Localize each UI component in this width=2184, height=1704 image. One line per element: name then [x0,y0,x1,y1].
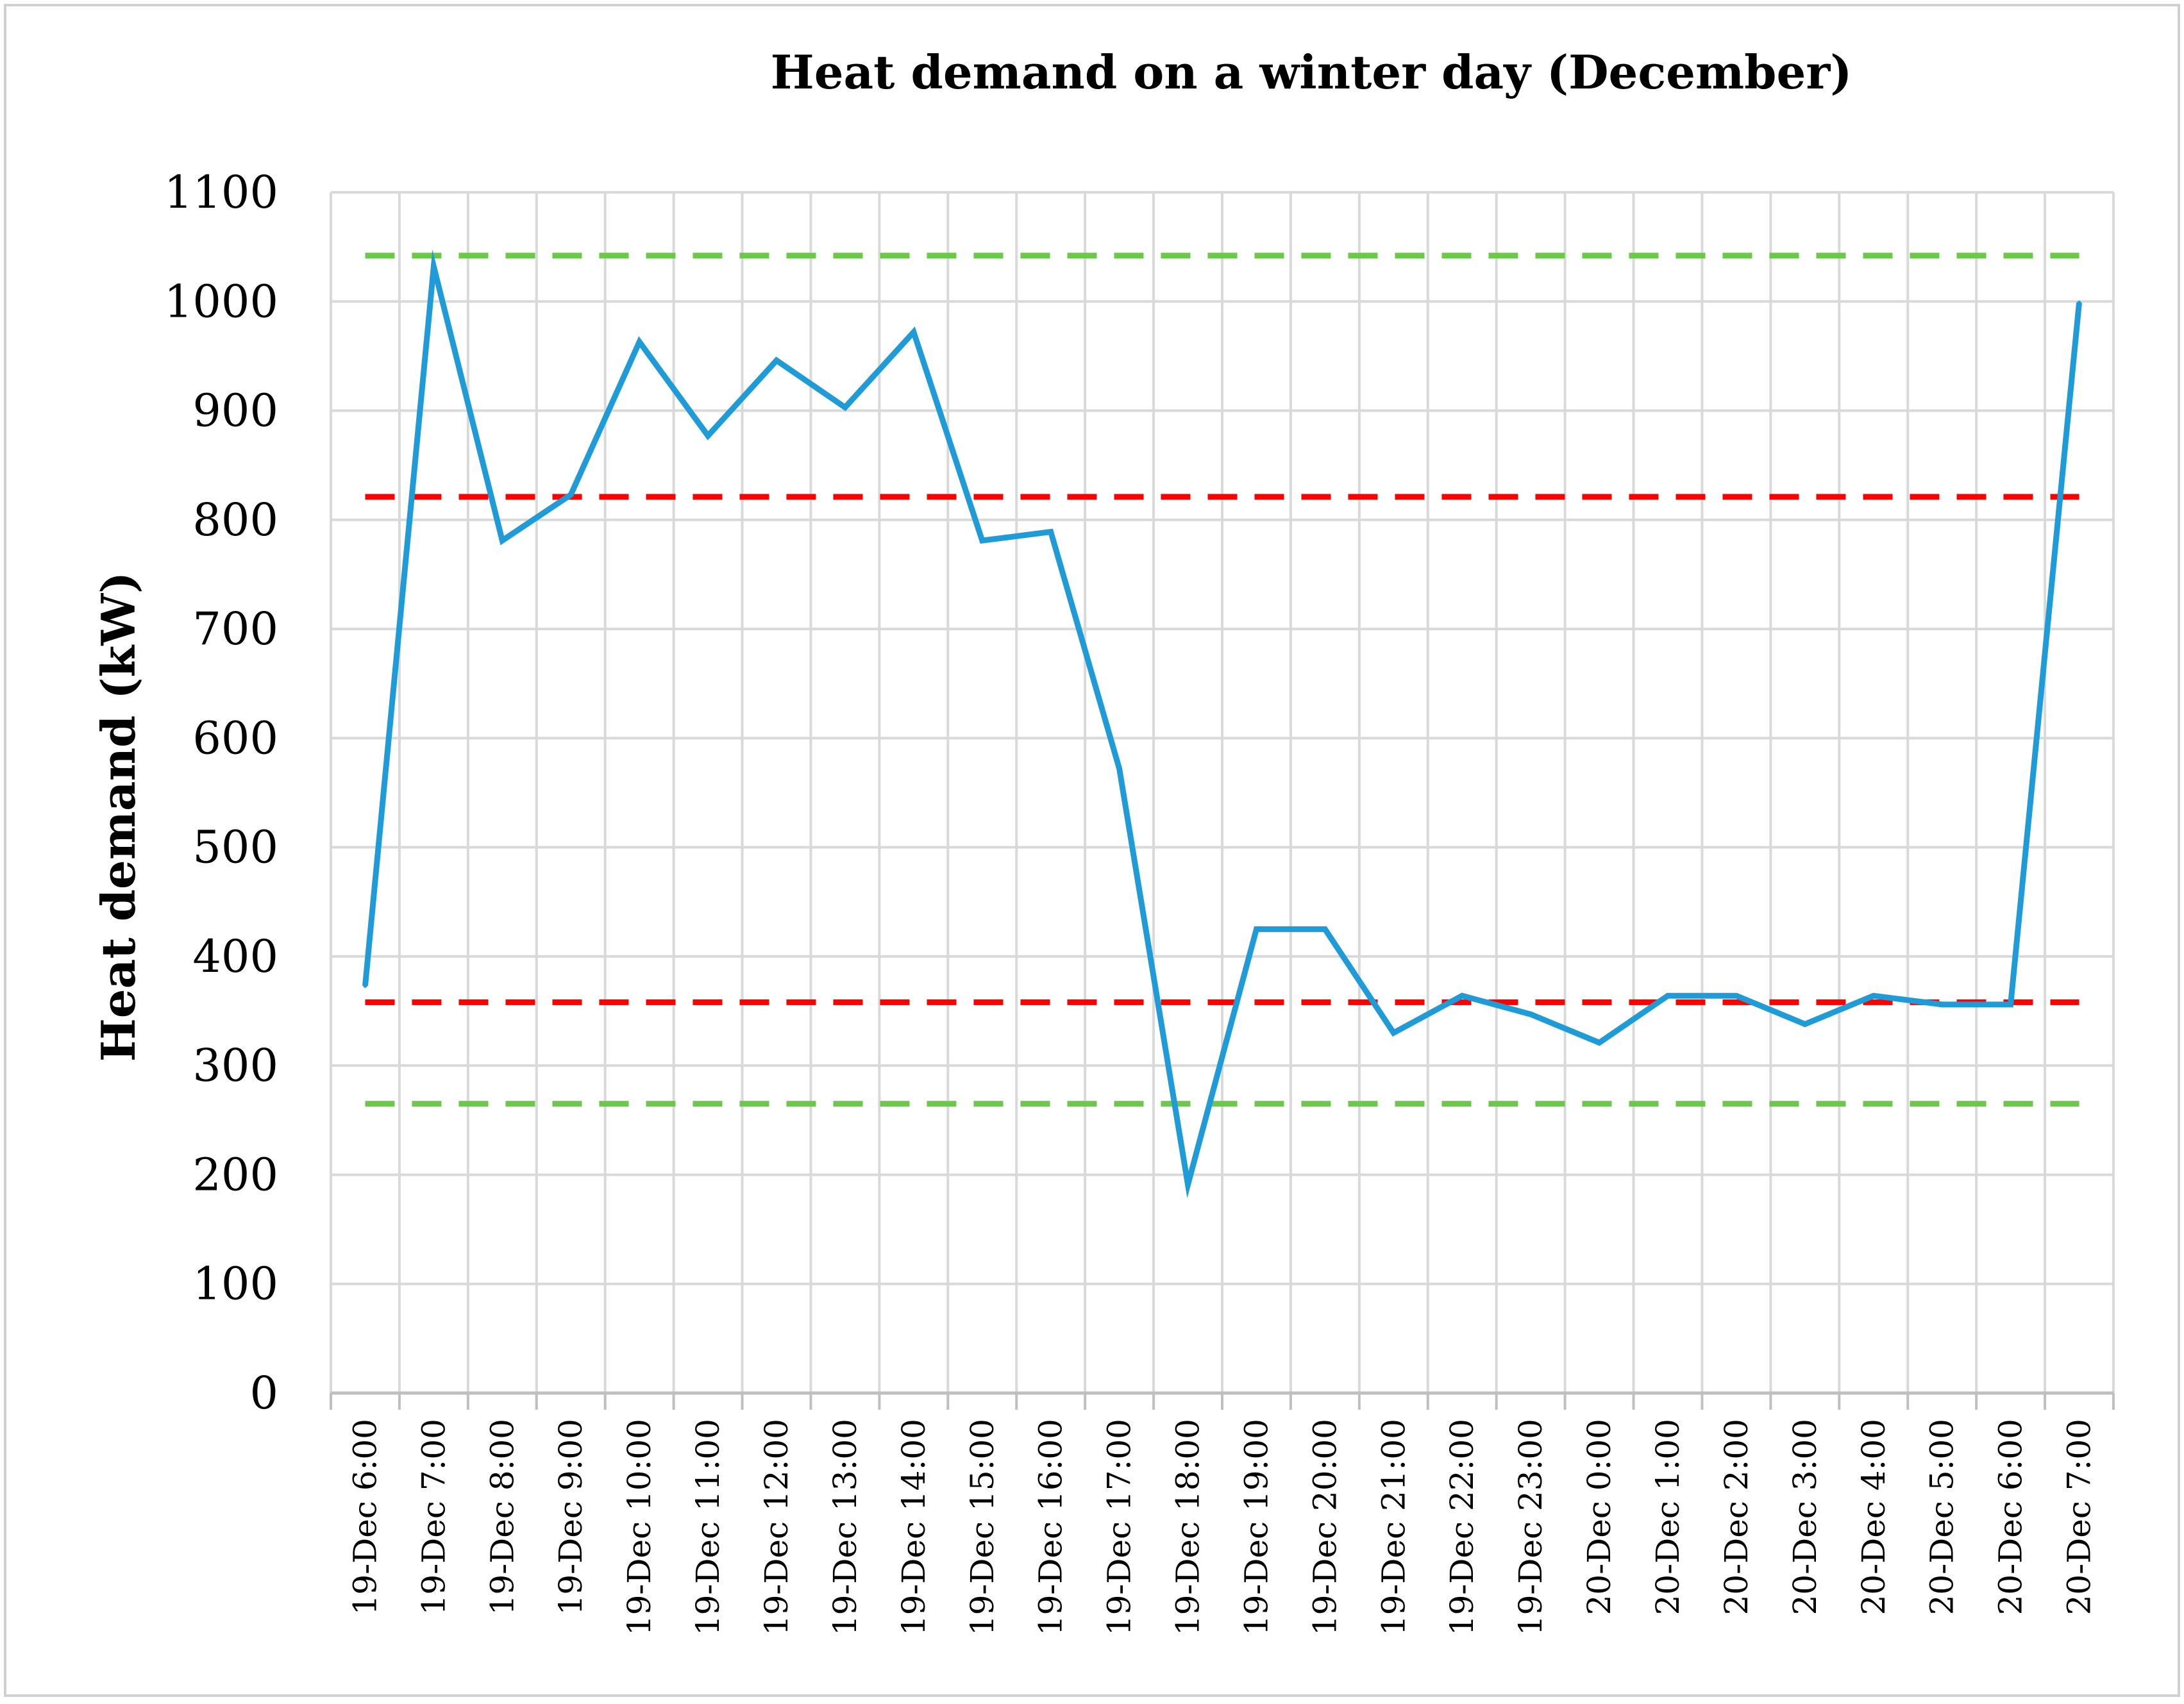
x-tick-label-1: 19-Dec 7:00 [415,1419,452,1615]
data-point-20 [1734,994,1738,998]
data-point-9 [980,539,984,543]
data-point-3 [569,492,573,497]
x-tick-label-5: 19-Dec 11:00 [689,1419,727,1635]
data-point-12 [1186,1182,1190,1187]
x-tick-label-11: 19-Dec 17:00 [1101,1419,1138,1635]
x-tick-label-17: 19-Dec 23:00 [1512,1419,1549,1635]
x-tick-label-24: 20-Dec 6:00 [1992,1419,2029,1615]
y-tick-label-800: 800 [192,494,278,546]
x-tick-label-9: 19-Dec 15:00 [964,1419,1001,1635]
x-tick-label-6: 19-Dec 12:00 [758,1419,795,1635]
x-tick-label-4: 19-Dec 10:00 [621,1419,658,1635]
series-line-0 [362,249,2083,1199]
data-point-2 [500,539,505,543]
data-point-18 [1597,1040,1602,1045]
x-tick-label-3: 19-Dec 9:00 [552,1419,589,1615]
data-point-17 [1529,1012,1533,1017]
reference-lines [365,253,2079,1107]
chart-frame [4,4,2180,1697]
x-tick-label-15: 19-Dec 21:00 [1375,1419,1412,1635]
y-tick-label-1000: 1000 [164,275,278,328]
data-point-8 [911,330,916,334]
data-point-13 [1254,927,1259,931]
data-point-16 [1460,994,1465,998]
axes [330,1391,2115,1410]
x-tick-label-21: 20-Dec 3:00 [1786,1419,1824,1615]
y-tick-label-500: 500 [192,821,278,874]
data-point-4 [637,340,642,344]
data-point-1 [432,264,436,269]
x-tick-label-20: 20-Dec 2:00 [1718,1419,1755,1615]
y-tick-label-200: 200 [192,1148,278,1201]
y-tick-label-600: 600 [192,712,278,764]
x-tick-label-23: 20-Dec 5:00 [1924,1419,1961,1615]
x-tick-label-16: 19-Dec 22:00 [1443,1419,1481,1635]
y-axis-label: Heat demand (kW) [91,572,146,1062]
data-point-11 [1117,767,1121,771]
y-tick-label-700: 700 [192,603,278,655]
data-point-23 [1940,1002,1944,1007]
data-point-5 [706,433,710,438]
x-tick-label-7: 19-Dec 13:00 [827,1419,864,1635]
data-point-14 [1323,927,1327,931]
y-tick-label-100: 100 [192,1258,278,1310]
x-tick-label-13: 19-Dec 19:00 [1238,1419,1275,1635]
data-point-6 [775,358,778,363]
data-point-22 [1871,994,1876,998]
y-tick-labels: 0 100 200 300 400 500 600 700 800 900 1000 1100 [164,166,278,1419]
data-point-7 [843,405,847,410]
data-point-15 [1391,1031,1396,1035]
y-tick-label-300: 300 [192,1039,278,1092]
data-point-19 [1666,994,1670,998]
x-tick-label-14: 19-Dec 20:00 [1306,1419,1343,1635]
x-tick-label-2: 19-Dec 8:00 [483,1419,521,1615]
data-point-0 [363,983,367,988]
x-tick-label-22: 20-Dec 4:00 [1855,1419,1892,1615]
x-tick-label-12: 19-Dec 18:00 [1170,1419,1207,1635]
y-tick-label-0: 0 [249,1367,278,1419]
x-tick-label-18: 20-Dec 0:00 [1581,1419,1618,1615]
data-point-25 [2077,300,2081,305]
chart-title: Heat demand on a winter day (December) [771,45,1852,99]
x-tick-label-19: 20-Dec 1:00 [1649,1419,1686,1615]
data-point-21 [1802,1022,1807,1026]
x-tick-label-8: 19-Dec 14:00 [895,1419,932,1635]
x-tick-labels: 19-Dec 6:00 19-Dec 7:00 19-Dec 8:00 19-Dec … [346,1419,2097,1635]
x-tick-label-10: 19-Dec 16:00 [1032,1419,1070,1635]
data-point-10 [1048,530,1053,534]
series-layer [362,249,2083,1199]
y-tick-label-900: 900 [192,385,278,437]
x-tick-label-0: 19-Dec 6:00 [346,1419,383,1615]
data-point-24 [2008,1002,2013,1007]
x-tick-label-25: 20-Dec 7:00 [2061,1419,2098,1615]
y-tick-label-400: 400 [192,930,278,983]
y-tick-label-1100: 1100 [164,166,278,219]
